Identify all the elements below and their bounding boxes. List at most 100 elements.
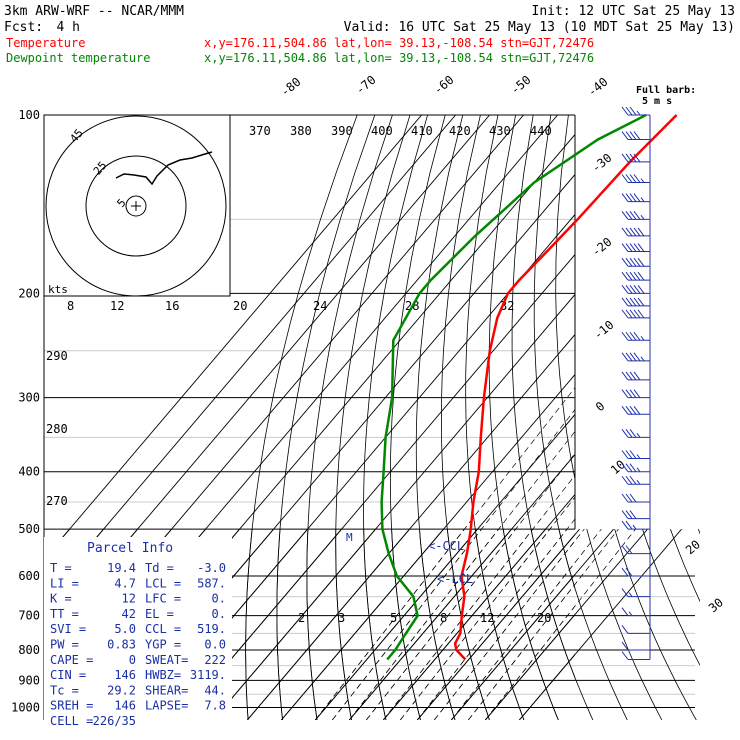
- moist-adiabat: [434, 529, 585, 720]
- parcel-row-value: 7.8: [204, 699, 226, 713]
- parcel-row-label: SHEAR=: [145, 683, 188, 697]
- dry-adiabat: [655, 115, 740, 720]
- wind-barb: [621, 510, 650, 520]
- wind-barb: [621, 520, 650, 530]
- isotherm-line: [314, 529, 479, 720]
- moist-adiabat: [417, 518, 575, 720]
- dry-adiabat: [415, 115, 464, 720]
- dry-adiabat: [335, 115, 411, 720]
- wind-barb: [621, 106, 650, 116]
- lcl-marker: <-LCL: [437, 572, 473, 586]
- mixing-ratio-label: 3: [338, 611, 345, 625]
- parcel-info-panel: Parcel Info T = 19.4 Td = -3.0 LI = 4.7 LCL = 5…: [44, 537, 232, 728]
- dry-adiabat: [697, 529, 700, 535]
- parcel-row-label: LFC =: [145, 592, 181, 606]
- parcel-row-value: 3119.: [190, 668, 226, 682]
- isotherm-label: -80: [278, 75, 304, 100]
- dry-adiabat: [674, 115, 740, 720]
- dry-adiabat: [530, 529, 594, 720]
- wind-barb: [621, 641, 650, 651]
- dry-adiabat: [502, 529, 559, 720]
- parcel-row-value: 587.: [197, 576, 226, 590]
- wind-barb: [621, 651, 650, 661]
- wind-barb: [621, 588, 650, 598]
- parcel-row-label: SREH =: [50, 699, 93, 713]
- dry-adiabat: [655, 115, 740, 720]
- parcel-row-value: 42: [122, 607, 136, 621]
- dewpoint-legend-label: Dewpoint temperature: [6, 51, 151, 65]
- wind-barb: [621, 243, 650, 253]
- full-barb-units: 5 m s: [642, 96, 672, 107]
- parcel-row-label: HWBZ=: [145, 668, 181, 682]
- parcel-row-label: PW =: [50, 638, 79, 652]
- theta-label: 290: [46, 349, 68, 363]
- isotherm-line: [246, 529, 411, 720]
- isotherm-line: [518, 653, 575, 720]
- isotherm-label: -70: [353, 73, 379, 98]
- temperature-trace: [453, 114, 678, 661]
- wind-barb: [621, 463, 650, 473]
- isotherm-line: [212, 529, 377, 720]
- wind-barb: [621, 285, 650, 294]
- ccl-marker: <-CCL: [428, 539, 464, 553]
- parcel-row-label: LI =: [50, 576, 79, 590]
- theta-label: 280: [46, 422, 68, 436]
- isotherm-line: [280, 529, 445, 720]
- dry-adiabat: [245, 529, 253, 720]
- moist-adiabat: [485, 605, 575, 720]
- dry-adiabat: [709, 115, 740, 720]
- parcel-row-value: 5.0: [114, 622, 136, 636]
- wind-barb: [621, 389, 650, 399]
- moist-adiabat: [434, 540, 575, 720]
- wind-barb: [621, 475, 650, 485]
- dry-adiabat: [597, 115, 731, 720]
- parcel-row-value: 226/35: [93, 714, 136, 728]
- parcel-row-value: 19.4: [107, 561, 136, 575]
- parcel-row-value: -3.0: [197, 561, 226, 575]
- dry-adiabat: [511, 115, 575, 679]
- pressure-tick-label: 100: [18, 108, 40, 122]
- mixing-ratio-label: 20: [233, 299, 247, 313]
- isotherm-label: 30: [706, 595, 726, 615]
- pressure-tick-label: 700: [18, 609, 40, 623]
- isotherm-line: [382, 529, 547, 720]
- parcel-row-value: 44.: [204, 683, 226, 697]
- dry-adiabat: [363, 529, 387, 720]
- wind-barb: [621, 567, 650, 577]
- model-title: 3km ARW-WRF -- NCAR/MMM: [4, 4, 184, 19]
- wind-barb: [621, 352, 650, 362]
- theta-label: 390: [331, 124, 353, 138]
- parcel-info-title: Parcel Info: [87, 541, 173, 556]
- forecast-hours: 4 h: [57, 20, 80, 35]
- parcel-row-label: EL =: [145, 607, 174, 621]
- dewpoint-trace: [380, 113, 647, 661]
- wind-barb: [621, 331, 650, 341]
- dry-adiabat: [709, 115, 740, 720]
- isotherm-label: 0: [593, 399, 608, 414]
- m-marker: M: [346, 531, 353, 544]
- pressure-tick-label: 600: [18, 569, 40, 583]
- parcel-row-label: K =: [50, 592, 72, 606]
- moist-adiabat: [468, 583, 575, 720]
- isotherm-label: -60: [431, 73, 457, 98]
- wind-barb: [621, 211, 650, 220]
- mixing-ratio-label: 24: [313, 299, 327, 313]
- parcel-row-label: CCL =: [145, 622, 181, 636]
- hodograph-ring-label: 45: [67, 127, 85, 146]
- parcel-row-label: CIN =: [50, 668, 86, 682]
- dry-adiabat: [617, 115, 740, 720]
- hodograph-ring: [125, 195, 147, 217]
- init-time: Init: 12 UTC Sat 25 May 13: [532, 4, 736, 19]
- parcel-row-label: YGP =: [145, 638, 181, 652]
- isotherm-label: -30: [589, 151, 615, 176]
- isotherm-line: [280, 373, 575, 720]
- wind-barb: [621, 174, 650, 184]
- dry-adiabat: [306, 529, 318, 720]
- dry-adiabat: [586, 529, 663, 720]
- dry-adiabat: [446, 529, 490, 720]
- dry-adiabat: [276, 115, 376, 720]
- isotherm-label: -10: [591, 318, 617, 343]
- isotherm-line: [44, 115, 456, 600]
- isotherm-label: -40: [585, 75, 611, 100]
- theta-label: 400: [371, 124, 393, 138]
